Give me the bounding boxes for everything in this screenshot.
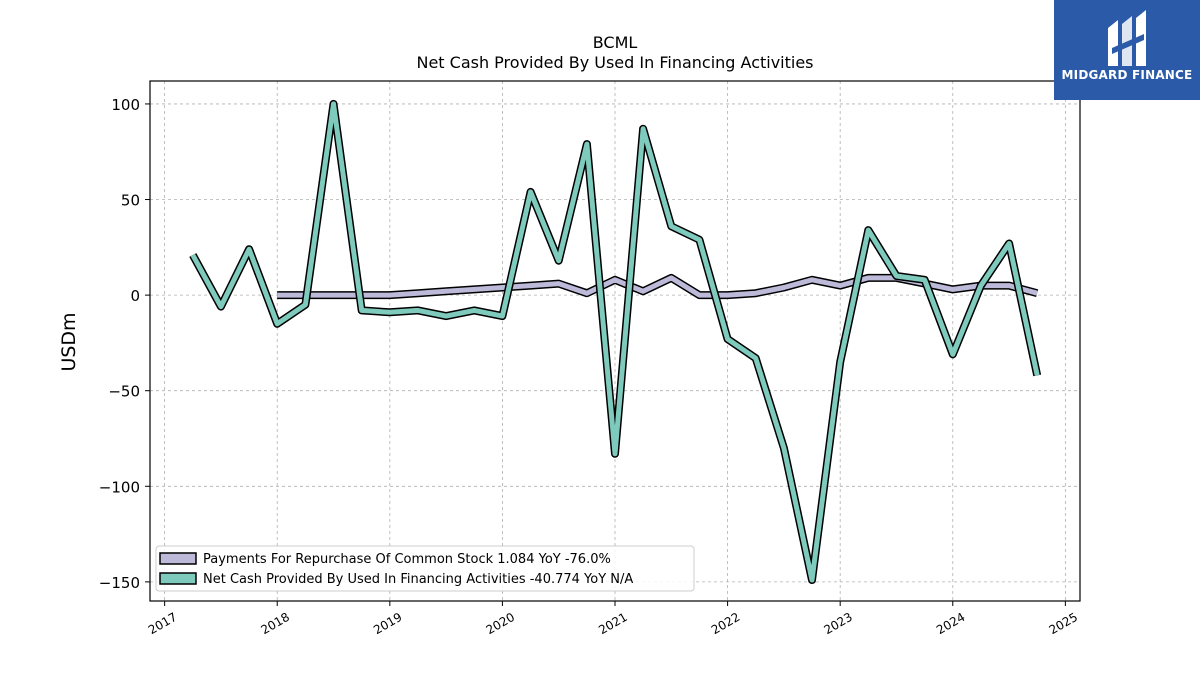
brand-logo: MIDGARD FINANCE — [1054, 0, 1200, 100]
x-tick-label: 2023 — [821, 610, 854, 637]
legend-label-2: Net Cash Provided By Used In Financing A… — [203, 572, 633, 587]
grid-lines — [150, 81, 1080, 601]
logo-mark-icon — [1108, 10, 1146, 66]
x-tick-label: 2020 — [484, 610, 517, 637]
y-tick-label: −150 — [99, 574, 140, 592]
y-tick-label: 0 — [130, 287, 140, 305]
series-line-2 — [190, 101, 1040, 583]
x-tick-label: 2019 — [371, 610, 404, 637]
y-tick-label: −50 — [108, 383, 140, 401]
x-tick-label: 2025 — [1047, 610, 1080, 637]
y-tick-label: 100 — [111, 96, 140, 114]
y-axis-label: USDm — [58, 312, 80, 371]
logo-text: MIDGARD FINANCE — [1061, 68, 1193, 82]
series-layer — [189, 99, 1042, 584]
y-tick-label: 50 — [121, 192, 140, 210]
x-tick-label: 2021 — [596, 610, 629, 637]
x-ticks: 2017 2018 2019 2020 2021 2022 2023 2024 2025 — [146, 601, 1080, 637]
x-tick-label: 2022 — [709, 610, 742, 637]
legend-label-1: Payments For Repurchase Of Common Stock … — [203, 552, 611, 567]
y-ticks: 100 50 0 −50 −100 −150 — [99, 96, 150, 592]
x-tick-label: 2018 — [259, 610, 292, 637]
x-tick-label: 2024 — [934, 610, 967, 637]
x-tick-label: 2017 — [146, 610, 179, 637]
y-tick-label: −100 — [99, 478, 140, 496]
legend: Payments For Repurchase Of Common Stock … — [155, 545, 695, 592]
legend-box — [155, 545, 695, 592]
chart-subtitle: Net Cash Provided By Used In Financing A… — [416, 53, 813, 72]
chart-title: BCML — [593, 33, 638, 52]
legend-swatch-2 — [159, 572, 197, 585]
legend-swatch-1 — [159, 552, 197, 565]
